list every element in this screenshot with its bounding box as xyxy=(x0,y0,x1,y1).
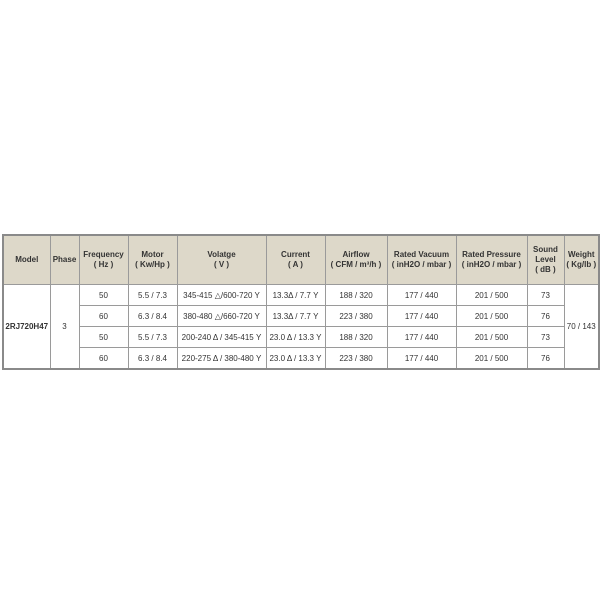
table-cell: 76 xyxy=(526,305,565,327)
column-header: Phase xyxy=(49,234,80,285)
table-cell: 23.0 Δ / 13.3 Y xyxy=(265,347,326,370)
column-header: Airflow( CFM / m³/h ) xyxy=(324,234,388,285)
table-cell: 188 / 320 xyxy=(324,326,388,348)
table-cell: 3 xyxy=(49,284,80,370)
table-cell: 5.5 / 7.3 xyxy=(127,284,178,306)
table-row: 60 6.3 / 8.4 220-275 Δ / 380-480 Y 23.0 Δ /… xyxy=(3,347,599,370)
table-cell: 177 / 440 xyxy=(386,305,457,327)
column-header: Motor( Kw/Hp ) xyxy=(127,234,178,285)
table-cell: 345-415 △/600-720 Y xyxy=(176,284,267,306)
table-cell: 177 / 440 xyxy=(386,326,457,348)
header-text: Rated Vacuum xyxy=(393,250,450,259)
header-text: ( Kg/lb ) xyxy=(566,260,597,269)
column-header: Rated Pressure( inH2O / mbar ) xyxy=(455,234,528,285)
header-text: Weight xyxy=(567,250,595,259)
table-cell: 177 / 440 xyxy=(386,347,457,370)
table-cell: 201 / 500 xyxy=(455,326,528,348)
table-row: 50 5.5 / 7.3 200-240 Δ / 345-415 Y 23.0 Δ /… xyxy=(3,326,599,348)
column-header: Frequency( Hz ) xyxy=(78,234,129,285)
table-cell: 60 xyxy=(78,347,129,370)
header-text: Rated Pressure xyxy=(462,250,521,259)
header-text: ( dB ) xyxy=(535,265,556,274)
header-text: ( V ) xyxy=(213,260,230,269)
column-header: Weight( Kg/lb ) xyxy=(563,234,600,285)
header-text: ( A ) xyxy=(288,260,303,269)
table-cell: 201 / 500 xyxy=(455,284,528,306)
header-text: Level xyxy=(535,255,556,264)
table-cell: 60 xyxy=(78,305,129,327)
header-text: ( inH2O / mbar ) xyxy=(461,260,522,269)
table-cell: 6.3 / 8.4 xyxy=(127,347,178,370)
header-text: ( Hz ) xyxy=(93,260,114,269)
column-header: Volatge( V ) xyxy=(176,234,267,285)
table-cell: 177 / 440 xyxy=(386,284,457,306)
table-cell: 188 / 320 xyxy=(324,284,388,306)
column-header: Rated Vacuum( inH2O / mbar ) xyxy=(386,234,457,285)
table-cell: 201 / 500 xyxy=(455,305,528,327)
column-header: Current( A ) xyxy=(265,234,326,285)
header-text: Phase xyxy=(52,255,77,264)
table-cell: 223 / 380 xyxy=(324,305,388,327)
table-cell: 220-275 Δ / 380-480 Y xyxy=(176,347,267,370)
table-cell: 76 xyxy=(526,347,565,370)
table-cell: 13.3Δ / 7.7 Y xyxy=(265,305,326,327)
header-text: Sound xyxy=(533,245,558,254)
header-text: Motor xyxy=(141,250,164,259)
table-cell: 73 xyxy=(526,284,565,306)
table-cell: 2RJ720H47 xyxy=(2,284,51,370)
header-text: Model xyxy=(15,255,39,264)
table-cell: 5.5 / 7.3 xyxy=(127,326,178,348)
table-cell: 13.3Δ / 7.7 Y xyxy=(265,284,326,306)
table-cell: 6.3 / 8.4 xyxy=(127,305,178,327)
table-cell: 50 xyxy=(78,284,129,306)
table-row: 60 6.3 / 8.4 380-480 △/660-720 Y 13.3Δ / 7.… xyxy=(3,305,599,327)
table-cell: 73 xyxy=(526,326,565,348)
column-header: Sound Level( dB ) xyxy=(526,234,565,285)
spec-table: Model Phase Frequency( Hz ) Motor( Kw/Hp ) V… xyxy=(2,234,600,370)
header-text: Airflow xyxy=(342,250,370,259)
header-text: ( inH2O / mbar ) xyxy=(391,260,452,269)
header-text: ( Kw/Hp ) xyxy=(135,260,170,269)
header-text: Current xyxy=(281,250,310,259)
table-cell: 50 xyxy=(78,326,129,348)
table-cell: 70 / 143 xyxy=(563,284,600,370)
table-cell: 380-480 △/660-720 Y xyxy=(176,305,267,327)
column-header: Model xyxy=(2,234,51,285)
table-cell: 223 / 380 xyxy=(324,347,388,370)
table-row: 2RJ720H47 3 50 5.5 / 7.3 345-415 △/600-720 Y… xyxy=(2,284,600,370)
header-text: Frequency xyxy=(83,250,124,259)
table-cell: 200-240 Δ / 345-415 Y xyxy=(176,326,267,348)
table-cell: 201 / 500 xyxy=(455,347,528,370)
header-row: Model Phase Frequency( Hz ) Motor( Kw/Hp ) V… xyxy=(2,234,600,285)
header-text: Volatge xyxy=(207,250,236,259)
header-text: ( CFM / m³/h ) xyxy=(330,260,382,269)
table-cell: 23.0 Δ / 13.3 Y xyxy=(265,326,326,348)
